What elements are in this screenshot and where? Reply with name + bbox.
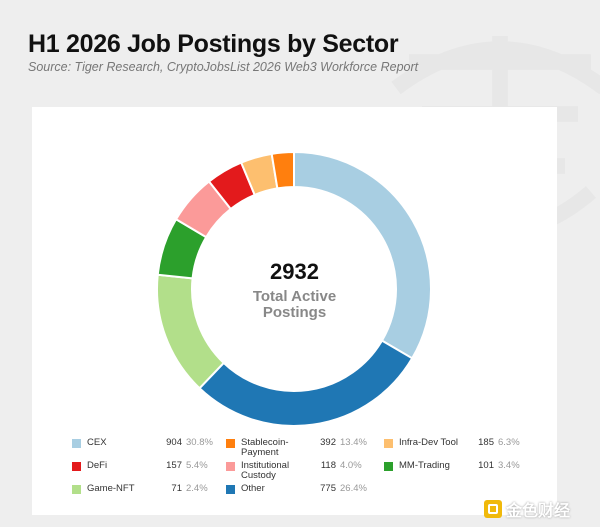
- legend-percent-infra-dev-tool: 6.3%: [498, 437, 520, 448]
- center-label-line: Total Active: [252, 288, 337, 305]
- total-postings-value: 2932: [270, 259, 319, 284]
- legend-swatch-other: [226, 485, 235, 494]
- legend-percent-game-nft: 2.4%: [186, 483, 208, 494]
- legend-swatch-mm-trading: [384, 462, 393, 471]
- center-label-line: Postings: [262, 304, 327, 321]
- legend-label-institutional-custody: Institutional Custody: [241, 460, 290, 481]
- jinse-logo-icon: [484, 500, 502, 518]
- legend-label-stablecoin-payment: Stablecoin- Payment: [241, 437, 289, 458]
- legend-value-other: 775: [320, 483, 336, 494]
- legend-value-mm-trading: 101: [478, 460, 494, 471]
- chart-subtitle: Source: Tiger Research, CryptoJobsList 2…: [28, 60, 419, 74]
- legend-swatch-institutional-custody: [226, 462, 235, 471]
- legend-value-infra-dev-tool: 185: [478, 437, 494, 448]
- legend-value-game-nft: 71: [171, 483, 182, 494]
- legend-value-institutional-custody: 118: [320, 460, 336, 471]
- legend-swatch-stablecoin-payment: [226, 439, 235, 448]
- legend-percent-stablecoin-payment: 13.4%: [340, 437, 367, 448]
- legend-swatch-defi: [72, 462, 81, 471]
- total-postings-label: Total Active Postings: [32, 289, 557, 321]
- legend-percent-other: 26.4%: [340, 483, 367, 494]
- jinse-logo: 金色财经: [484, 497, 570, 521]
- donut-chart: [156, 150, 432, 427]
- legend-label-cex: CEX: [87, 437, 107, 448]
- legend-value-stablecoin-payment: 392: [320, 437, 336, 448]
- legend-label-game-nft: Game-NFT: [87, 483, 135, 494]
- legend-label-other: Other: [241, 483, 265, 494]
- legend-label-infra-dev-tool: Infra-Dev Tool: [399, 437, 458, 448]
- legend-swatch-cex: [72, 439, 81, 448]
- legend-label-mm-trading: MM-Trading: [399, 460, 450, 471]
- chart-title: H1 2026 Job Postings by Sector: [28, 30, 399, 58]
- legend-value-cex: 904: [166, 437, 182, 448]
- jinse-logo-text: 金色财经: [506, 503, 571, 520]
- legend-value-defi: 157: [166, 460, 182, 471]
- legend-percent-defi: 5.4%: [186, 460, 208, 471]
- donut-slice-stablecoin-payment: [270, 150, 295, 190]
- legend-percent-mm-trading: 3.4%: [498, 460, 520, 471]
- chart-card: 2932 Total Active Postings CEX 904 30.8% Sta…: [32, 107, 557, 515]
- legend-label-defi: DeFi: [87, 460, 108, 471]
- legend-swatch-infra-dev-tool: [384, 439, 393, 448]
- legend-percent-cex: 30.8%: [186, 437, 213, 448]
- legend-swatch-game-nft: [72, 485, 81, 494]
- legend-percent-institutional-custody: 4.0%: [340, 460, 362, 471]
- legend: CEX 904 30.8% Stablecoin- Payment 392 13.4% In…: [32, 107, 557, 515]
